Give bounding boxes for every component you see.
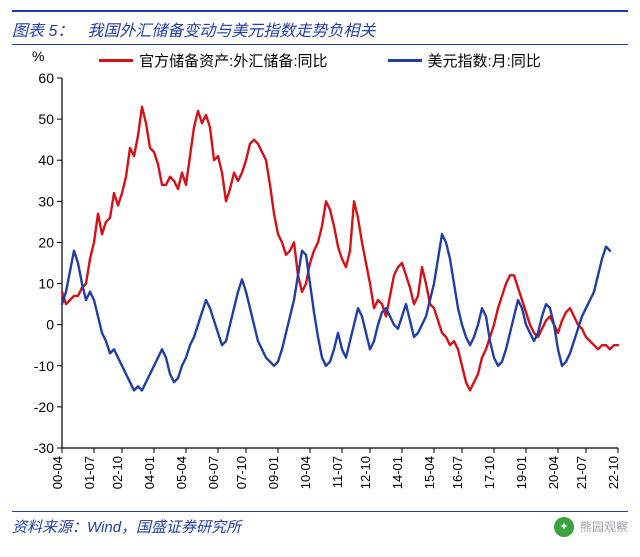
chart-legend: 官方储备资产:外汇储备:同比 美元指数:月:同比 (12, 50, 628, 71)
chart-title: 我国外汇储备变动与美元指数走势负相关 (87, 17, 375, 41)
svg-text:20-04: 20-04 (546, 456, 561, 489)
chart-area: % 官方储备资产:外汇储备:同比 美元指数:月:同比 -30-20-100102… (12, 48, 628, 503)
svg-text:11-07: 11-07 (330, 456, 345, 488)
svg-text:21-07: 21-07 (574, 456, 589, 489)
svg-text:04-01: 04-01 (142, 456, 157, 489)
legend-line-icon (99, 59, 133, 62)
svg-text:40: 40 (38, 152, 54, 168)
watermark: ✦ 熊园观察 (554, 517, 628, 537)
svg-text:50: 50 (38, 111, 54, 127)
chart-source: 资料来源：Wind，国盛证券研究所 (12, 516, 241, 537)
svg-text:30: 30 (38, 193, 54, 209)
chart-source-bar: 资料来源：Wind，国盛证券研究所 ✦ 熊园观察 (12, 511, 628, 537)
legend-item-fx-reserves: 官方储备资产:外汇储备:同比 (99, 50, 327, 71)
svg-text:07-10: 07-10 (234, 456, 249, 489)
legend-line-icon (388, 59, 422, 62)
source-text: Wind，国盛证券研究所 (87, 519, 241, 536)
svg-text:19-01: 19-01 (514, 456, 529, 489)
svg-text:05-04: 05-04 (174, 456, 189, 489)
line-chart-svg: -30 -20 -10 0 10 20 30 40 50 60 00-04 01-07 02-10 04-… (12, 48, 628, 503)
svg-text:10: 10 (38, 276, 54, 292)
svg-text:00-04: 00-04 (50, 456, 65, 489)
source-label: 资料来源： (12, 519, 87, 536)
chart-number: 图表 5： (12, 17, 73, 41)
svg-text:16-07: 16-07 (450, 456, 465, 489)
svg-text:-10: -10 (34, 358, 54, 374)
svg-text:14-01: 14-01 (390, 456, 405, 489)
chart-title-bar: 图表 5： 我国外汇储备变动与美元指数走势负相关 (12, 10, 628, 45)
svg-text:09-01: 09-01 (266, 456, 281, 489)
svg-text:06-07: 06-07 (206, 456, 221, 489)
svg-text:01-07: 01-07 (82, 456, 97, 489)
svg-text:-20: -20 (34, 399, 54, 415)
watermark-text: 熊园观察 (580, 518, 628, 535)
legend-item-dollar-index: 美元指数:月:同比 (388, 50, 541, 71)
legend-label: 美元指数:月:同比 (428, 50, 541, 71)
legend-label: 官方储备资产:外汇储备:同比 (139, 50, 327, 71)
svg-text:22-10: 22-10 (606, 456, 621, 489)
svg-text:0: 0 (46, 317, 54, 333)
svg-text:15-04: 15-04 (422, 456, 437, 489)
svg-text:02-10: 02-10 (110, 456, 125, 489)
svg-text:-30: -30 (34, 440, 54, 456)
wechat-icon: ✦ (554, 517, 574, 537)
svg-text:10-04: 10-04 (298, 456, 313, 489)
svg-text:60: 60 (38, 70, 54, 86)
svg-text:12-10: 12-10 (358, 456, 373, 489)
svg-text:17-10: 17-10 (482, 456, 497, 489)
svg-text:20: 20 (38, 234, 54, 250)
